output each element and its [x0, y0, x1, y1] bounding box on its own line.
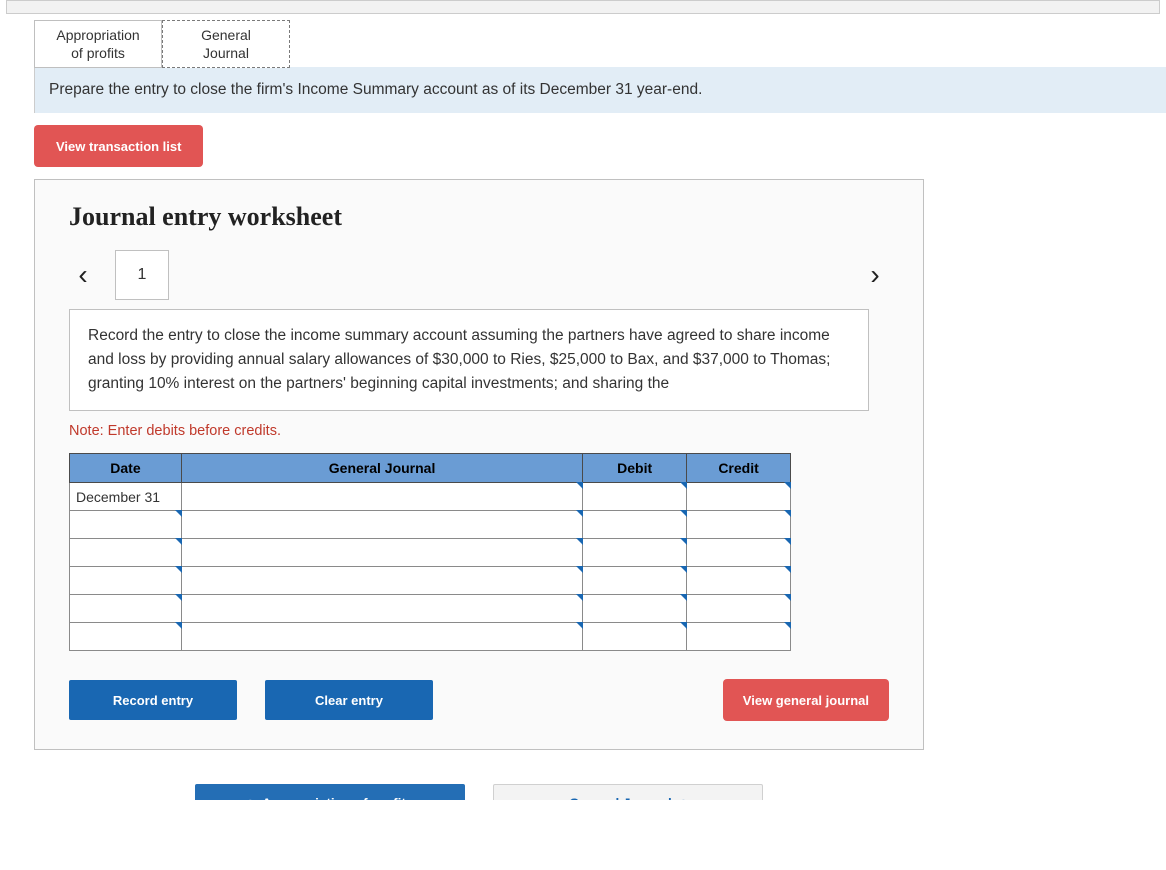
cell-credit[interactable]: [687, 539, 791, 567]
action-row: Record entry Clear entry View general jo…: [69, 679, 889, 721]
cell-general-journal[interactable]: [181, 483, 582, 511]
nav-prev-button[interactable]: ‹ Appropriation of profits: [195, 784, 465, 800]
cell-date[interactable]: [70, 539, 182, 567]
tab-label-line2: of profits: [71, 44, 125, 62]
cell-debit[interactable]: [583, 539, 687, 567]
cell-credit[interactable]: [687, 483, 791, 511]
cell-general-journal[interactable]: [181, 623, 582, 651]
button-label: View transaction list: [56, 139, 181, 154]
chevron-left-icon: ‹: [247, 794, 252, 800]
cell-debit[interactable]: [583, 483, 687, 511]
entry-stepper: ‹ 1 ›: [69, 250, 889, 300]
step-number: 1: [138, 266, 147, 284]
cell-debit[interactable]: [583, 595, 687, 623]
cell-debit[interactable]: [583, 511, 687, 539]
cell-date[interactable]: [70, 567, 182, 595]
nav-prev-label: Appropriation of profits: [262, 796, 413, 801]
view-transaction-list-button[interactable]: View transaction list: [34, 125, 203, 167]
instruction-bar: Prepare the entry to close the firm's In…: [34, 67, 1166, 113]
step-number-box[interactable]: 1: [115, 250, 169, 300]
cell-date[interactable]: [70, 511, 182, 539]
record-entry-button[interactable]: Record entry: [69, 680, 237, 720]
next-entry-chevron[interactable]: ›: [861, 259, 889, 291]
cell-general-journal[interactable]: [181, 595, 582, 623]
instruction-text: Prepare the entry to close the firm's In…: [49, 81, 702, 98]
th-credit: Credit: [687, 454, 791, 483]
cell-general-journal[interactable]: [181, 511, 582, 539]
journal-entry-table: Date General Journal Debit Credit Decemb…: [69, 453, 791, 651]
button-label: View general journal: [743, 693, 869, 708]
cell-date[interactable]: [70, 595, 182, 623]
entry-prompt-box: Record the entry to close the income sum…: [69, 309, 869, 411]
nav-next-label: General Journal: [569, 796, 672, 801]
th-debit: Debit: [583, 454, 687, 483]
chevron-right-icon: ›: [682, 794, 687, 800]
bottom-nav: ‹ Appropriation of profits General Journ…: [34, 778, 924, 800]
nav-next-button[interactable]: General Journal ›: [493, 784, 763, 800]
button-label: Record entry: [113, 693, 193, 708]
cell-general-journal[interactable]: [181, 567, 582, 595]
cell-credit[interactable]: [687, 595, 791, 623]
tab-label-line1: General: [201, 26, 251, 44]
cell-date[interactable]: [70, 623, 182, 651]
tab-appropriation[interactable]: Appropriation of profits: [34, 20, 162, 68]
top-strip: [6, 0, 1160, 14]
th-date: Date: [70, 454, 182, 483]
prev-entry-chevron[interactable]: ‹: [69, 259, 97, 291]
cell-date[interactable]: December 31: [70, 483, 182, 511]
clear-entry-button[interactable]: Clear entry: [265, 680, 433, 720]
cell-debit[interactable]: [583, 567, 687, 595]
worksheet-panel: Journal entry worksheet ‹ 1 › Record the…: [34, 179, 924, 750]
cell-credit[interactable]: [687, 511, 791, 539]
view-general-journal-button[interactable]: View general journal: [723, 679, 889, 721]
cell-credit[interactable]: [687, 623, 791, 651]
cell-debit[interactable]: [583, 623, 687, 651]
top-tabs: Appropriation of profits General Journal: [34, 20, 1166, 68]
note-text: Note: Enter debits before credits.: [69, 423, 889, 439]
tab-label-line1: Appropriation: [56, 26, 139, 44]
tab-general-journal[interactable]: General Journal: [162, 20, 290, 68]
cell-credit[interactable]: [687, 567, 791, 595]
worksheet-title: Journal entry worksheet: [69, 202, 889, 232]
button-label: Clear entry: [315, 693, 383, 708]
th-general-journal: General Journal: [181, 454, 582, 483]
entry-prompt-text: Record the entry to close the income sum…: [88, 327, 830, 392]
tab-label-line2: Journal: [203, 44, 249, 62]
cell-general-journal[interactable]: [181, 539, 582, 567]
